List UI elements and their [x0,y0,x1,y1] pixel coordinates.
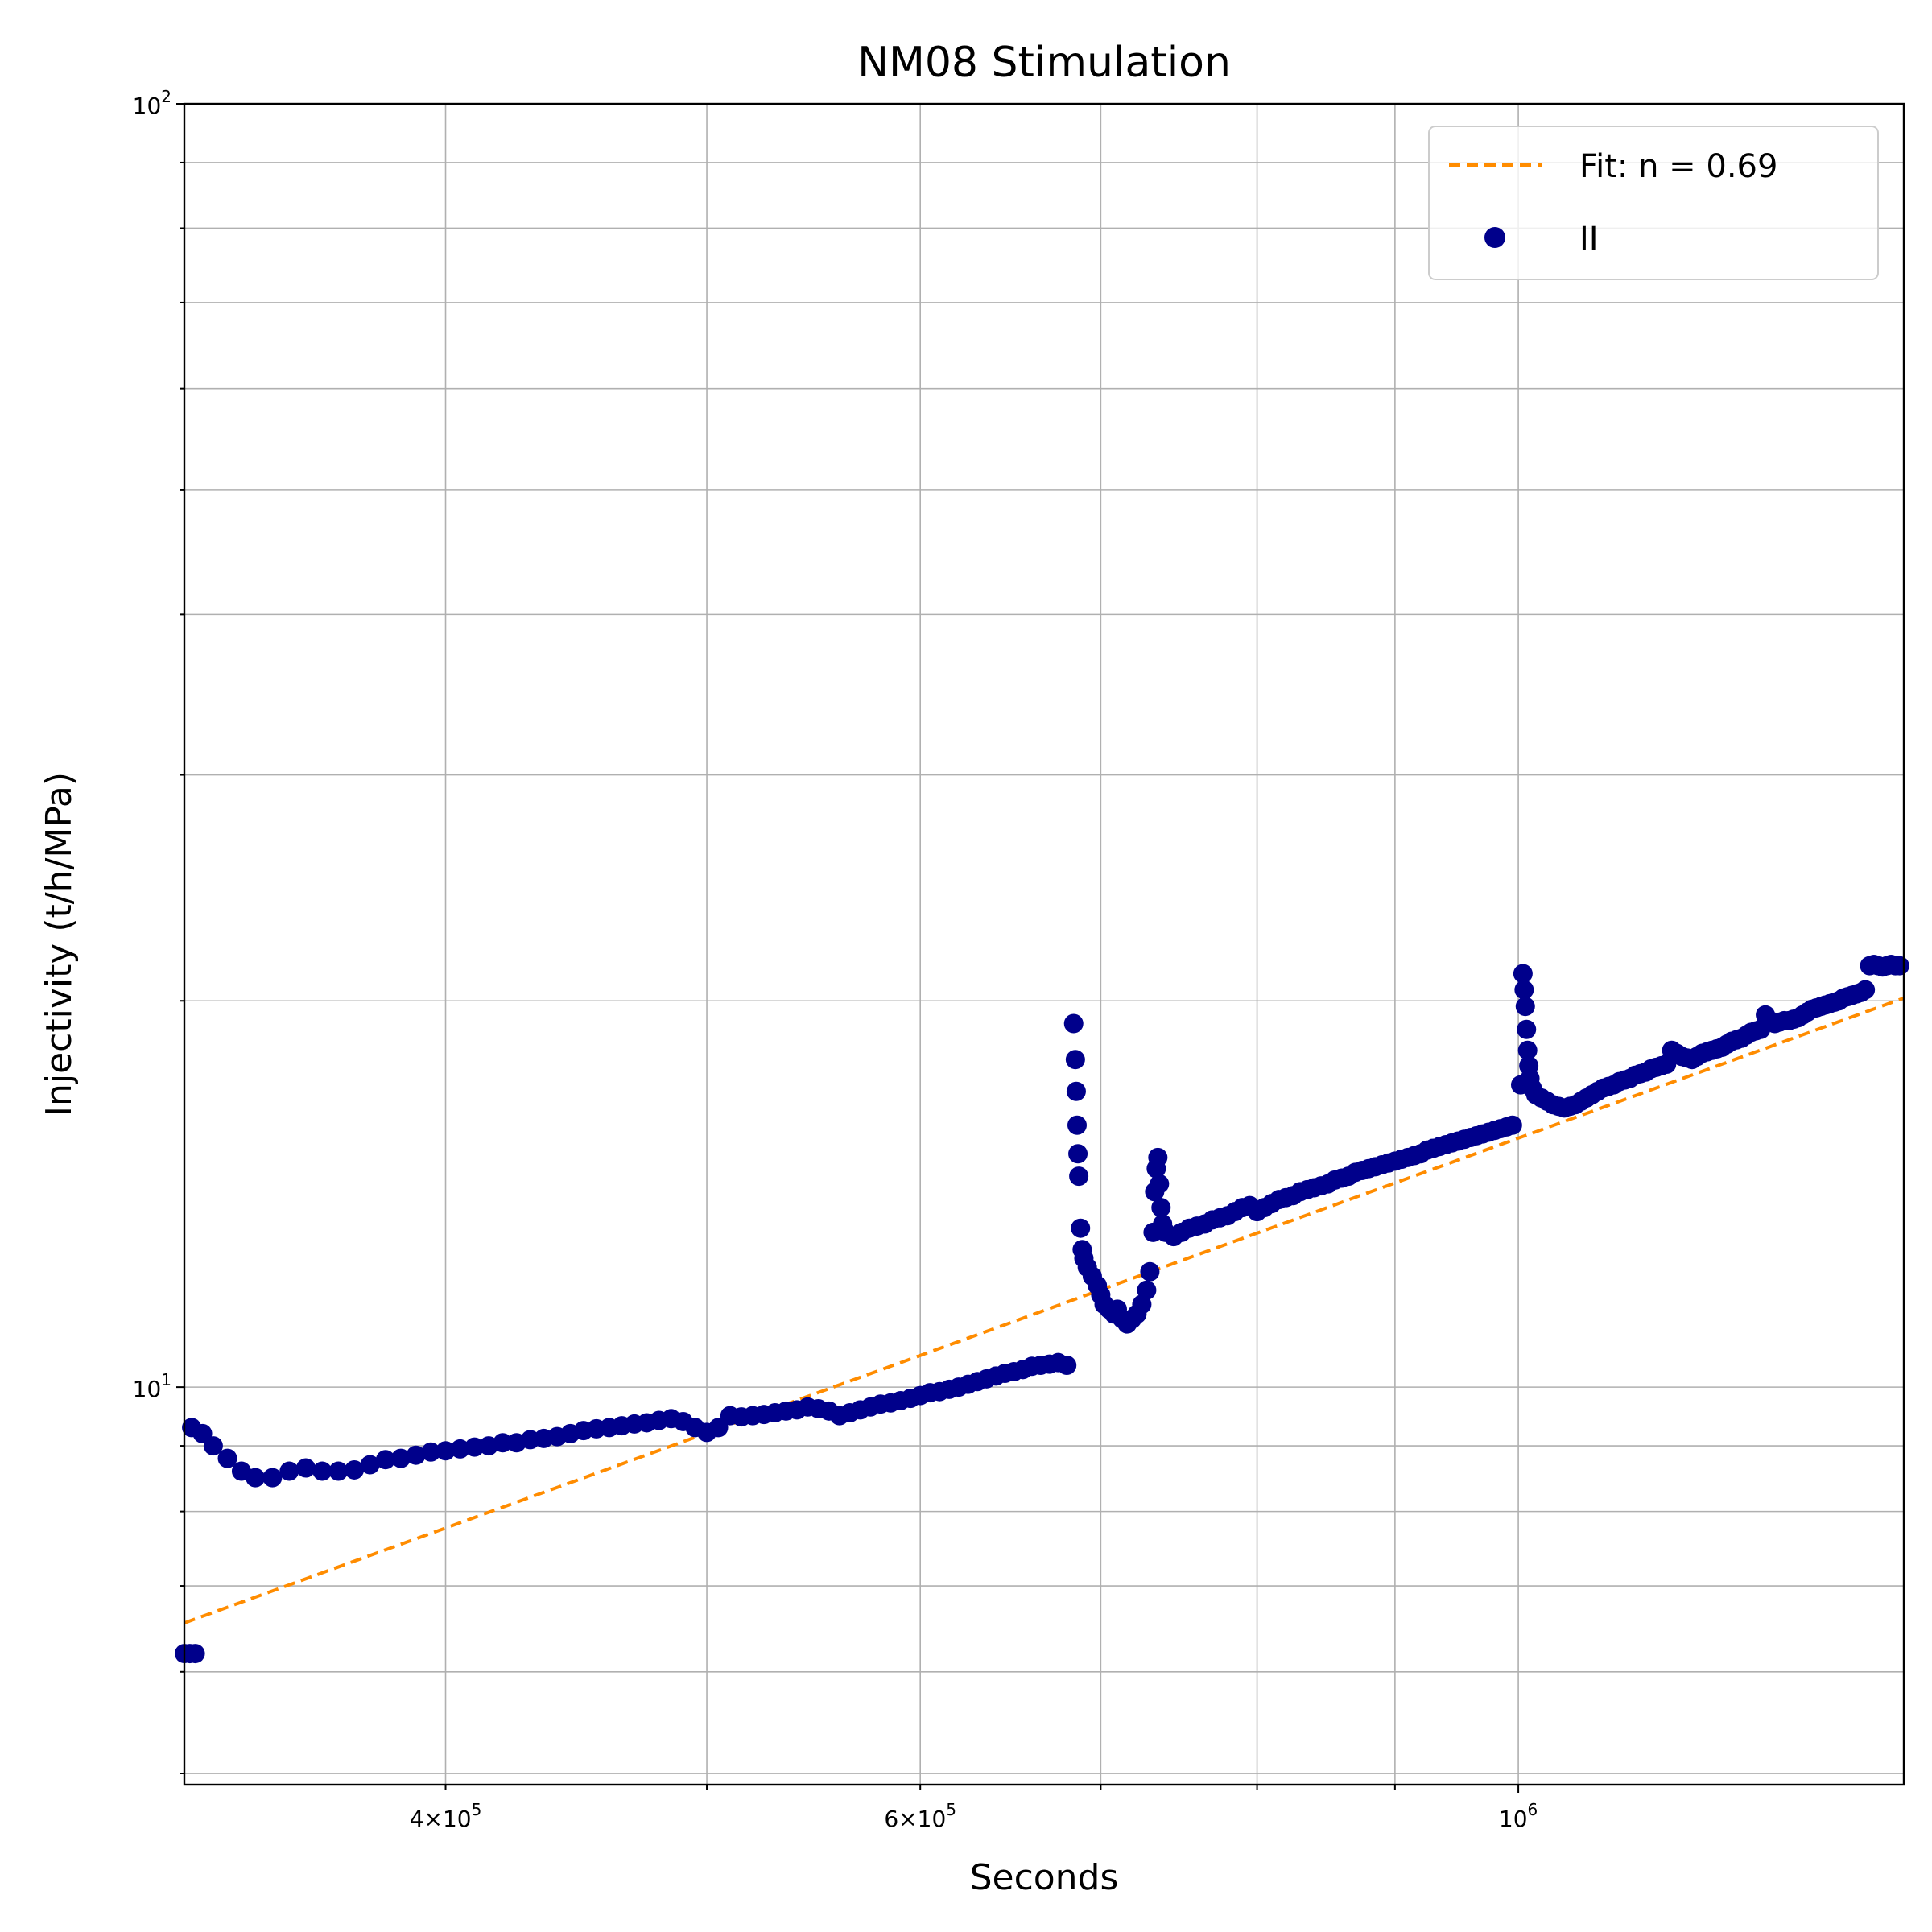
y-axis-label: Injectivity (t/h/MPa) [39,772,80,1117]
data-point [1517,1040,1538,1060]
legend-label-points: II [1579,221,1599,258]
data-point [493,1433,513,1453]
data-point [708,1418,729,1438]
data-point [1514,980,1534,1000]
data-point [1513,964,1533,984]
data-point [1515,997,1535,1017]
data-point [406,1445,426,1465]
data-point [1856,980,1876,1000]
data-point [279,1461,299,1481]
data-point [185,1644,205,1664]
x-tick-label: 4×105 [410,1800,482,1832]
data-point [1068,1144,1088,1164]
data-point [464,1437,485,1457]
legend: Fit: n = 0.69 II [1428,126,1879,280]
data-point [1063,1013,1084,1034]
data-point [328,1461,349,1481]
data-point [1150,1174,1170,1194]
data-point [375,1450,395,1470]
data-point [1069,1166,1089,1187]
data-point [295,1458,316,1478]
data-point [1148,1147,1168,1167]
data-point [1151,1198,1171,1218]
data-point [217,1448,237,1468]
legend-points-swatch [1484,227,1505,248]
data-point [345,1459,365,1480]
axis-ticks: 4×105 6×105 106 101 102 [133,87,1538,1832]
data-point [360,1455,380,1475]
data-point [203,1436,223,1456]
data-point [246,1468,266,1488]
data-point [436,1441,456,1461]
data-point [1140,1261,1160,1282]
y-tick-label: 102 [133,87,171,119]
fit-line [184,996,1905,1624]
data-point [1057,1355,1077,1375]
x-axis-label: Seconds [970,1857,1119,1898]
data-point [1067,1115,1087,1135]
data-point [1137,1280,1157,1300]
data-point [1071,1218,1091,1238]
data-point [1502,1115,1522,1135]
legend-label-fit: Fit: n = 0.69 [1579,148,1777,185]
plot-frame [183,102,1905,1786]
x-tick-label: 6×105 [884,1800,956,1832]
x-tick-label: 106 [1499,1800,1538,1832]
data-point [1889,956,1909,976]
chart-title: NM08 Stimulation [857,39,1231,87]
y-tick-label: 101 [133,1370,171,1402]
data-point [1066,1081,1086,1101]
fit-line-layer [184,996,1905,1624]
data-point [450,1439,470,1459]
data-point [390,1448,411,1468]
data-point [312,1461,332,1481]
data-point [1065,1050,1085,1070]
data-point [1517,1019,1537,1039]
data-point [421,1442,441,1462]
data-point [262,1468,283,1488]
